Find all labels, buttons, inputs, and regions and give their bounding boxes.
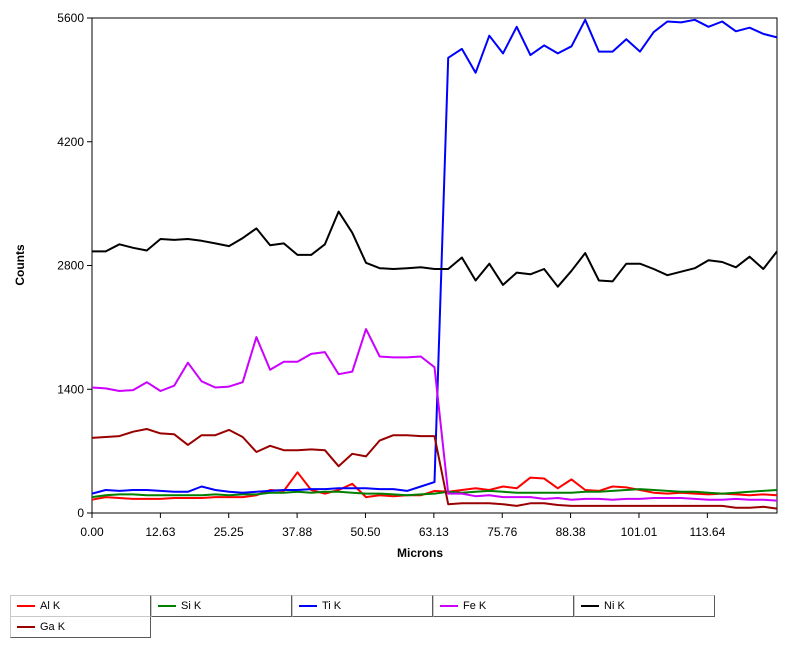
x-tick-label: 88.38 [556,525,586,539]
x-tick-label: 63.13 [419,525,449,539]
x-tick-label: 113.64 [689,525,725,539]
y-tick-label: 1400 [57,382,84,396]
x-tick-label: 0.00 [80,525,104,539]
series-line-ti-k [91,18,778,495]
legend-item[interactable]: Si K [151,595,292,617]
series-line-fe-k [91,328,778,502]
plot-area [91,17,778,514]
y-tick-label: 0 [77,506,84,520]
legend-item[interactable]: Ni K [574,595,715,617]
legend-swatch [17,626,35,628]
legend-label: Si K [181,600,202,612]
legend-label: Fe K [463,600,487,612]
x-tick-label: 101.01 [621,525,658,539]
x-axis-title: Microns [397,546,443,560]
x-tick-label: 25.25 [214,525,244,539]
legend-item[interactable]: Fe K [433,595,574,617]
axis-ticks: 0 1400 2800 4200 5600 0.00 12.63 25.25 37.88 50.5… [57,11,725,539]
legend-item[interactable]: Al K [10,595,151,617]
legend-swatch [581,605,599,607]
legend-swatch [299,605,317,607]
series-line-si-k [91,488,778,499]
y-tick-label: 4200 [57,135,84,149]
series-line-ni-k [92,210,778,288]
series-line-ga-k [91,428,778,510]
legend-label: Al K [40,600,61,612]
y-axis-title: Counts [13,244,27,286]
y-tick-label: 5600 [57,11,84,25]
y-tick-label: 2800 [57,259,84,273]
legend-label: Ga K [40,621,66,633]
legend-swatch [17,605,35,607]
legend-item[interactable]: Ti K [292,595,433,617]
x-tick-label: 75.76 [487,525,517,539]
legend-label: Ti K [322,600,342,612]
x-tick-label: 50.50 [350,525,380,539]
x-tick-label: 12.63 [145,525,175,539]
legend-label: Ni K [604,600,625,612]
legend-swatch [158,605,176,607]
legend-item[interactable]: Ga K [10,616,151,638]
x-tick-label: 37.88 [282,525,312,539]
series-lines [91,18,778,510]
legend-swatch [440,605,458,607]
series-line-al-k [91,471,778,501]
